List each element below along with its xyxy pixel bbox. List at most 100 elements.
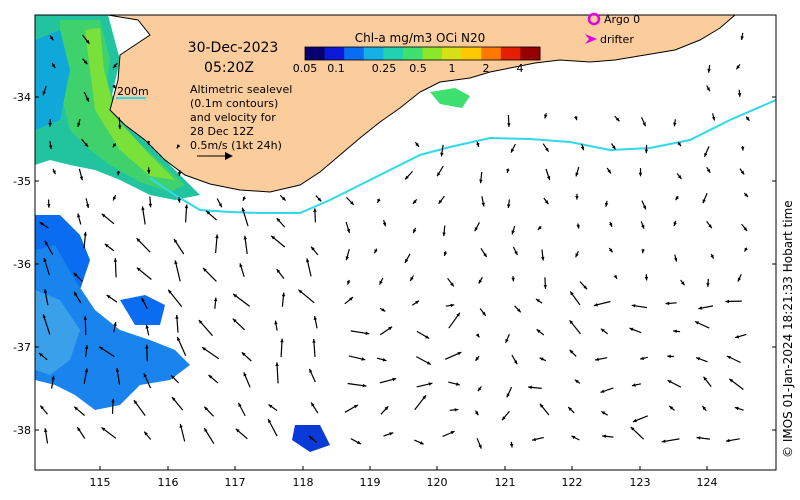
velocity-arrow-head	[425, 335, 430, 339]
x-tick-label: 118	[293, 476, 314, 489]
velocity-arrow-head	[438, 199, 443, 204]
colorbar-cells	[305, 47, 541, 60]
velocity-arrow-head	[569, 349, 574, 354]
velocity-arrow-head	[457, 352, 462, 356]
velocity-arrow-head	[638, 172, 643, 177]
velocity-arrow-head	[575, 253, 579, 258]
velocity-arrow-head	[544, 200, 549, 205]
velocity-arrow-head	[675, 196, 679, 201]
velocity-arrow-head	[84, 368, 89, 373]
y-tick-label: -37	[13, 341, 31, 354]
annotation-line-2: (0.1m contours)	[190, 97, 278, 110]
velocity-arrow-head	[309, 368, 313, 373]
velocity-arrow-head	[147, 170, 151, 174]
velocity-arrow-head	[136, 238, 141, 242]
velocity-arrow-head	[706, 87, 710, 92]
velocity-arrow-head	[405, 175, 409, 180]
velocity-arrow-head	[208, 375, 213, 379]
velocity-arrow-head	[313, 316, 317, 320]
velocity-arrow-head	[602, 434, 606, 438]
velocity-arrow-head	[44, 428, 48, 433]
colorbar-cell	[500, 47, 521, 60]
colorbar-tick-label: 1	[449, 62, 456, 75]
velocity-arrow-head	[48, 122, 52, 127]
velocity-arrow-head	[544, 114, 548, 119]
velocity-arrow-head	[49, 36, 54, 41]
x-tick-label: 116	[158, 476, 179, 489]
velocity-arrow-head	[729, 378, 734, 383]
velocity-arrow-head	[532, 437, 536, 442]
velocity-arrow-head	[42, 91, 46, 96]
colorbar-tick-label: 0.5	[409, 62, 427, 75]
x-tick-label: 121	[495, 476, 516, 489]
velocity-arrow-head	[178, 172, 182, 176]
velocity-arrow-head	[101, 213, 106, 218]
velocity-arrow-head	[673, 222, 677, 226]
velocity-arrow-head	[695, 321, 699, 325]
velocity-arrow-head	[745, 116, 750, 121]
velocity-arrow-head	[276, 269, 281, 273]
velocity-arrow-head	[740, 170, 745, 175]
velocity-arrow-head	[744, 247, 748, 252]
velocity-arrow-head	[613, 274, 618, 279]
velocity-arrow-head	[475, 333, 480, 338]
velocity-arrow-head	[203, 267, 207, 272]
velocity-arrow-head	[677, 142, 681, 147]
colorbar-cell	[344, 47, 365, 60]
velocity-arrow-head	[388, 326, 393, 331]
velocity-arrow-head	[506, 169, 510, 173]
velocity-arrow-head	[48, 145, 53, 149]
x-tick-label: 117	[225, 476, 246, 489]
velocity-arrow-head	[242, 196, 246, 201]
colorbar-cell	[461, 47, 482, 60]
scale-arrow	[197, 152, 233, 160]
velocity-arrow-head	[609, 222, 613, 227]
contour-200m	[149, 99, 777, 214]
velocity-arrow-head	[574, 116, 578, 121]
velocity-arrow-head	[576, 224, 580, 229]
velocity-arrow-head	[275, 362, 279, 366]
velocity-arrow-head	[511, 148, 515, 153]
velocity-arrow-head	[238, 402, 242, 407]
velocity-arrow-head	[673, 329, 677, 333]
time-label: 05:20Z	[204, 60, 254, 76]
velocity-arrow-head	[696, 357, 701, 361]
velocity-arrow-head	[317, 197, 322, 202]
velocity-arrow-head	[442, 232, 446, 237]
velocity-arrow-head	[711, 116, 716, 121]
velocity-arrow-head	[669, 406, 674, 410]
velocity-arrow-head	[174, 260, 178, 265]
velocity-arrow-head	[735, 335, 740, 339]
velocity-arrow-head	[546, 176, 551, 180]
velocity-arrow-head	[422, 395, 426, 400]
velocity-arrow-head	[482, 311, 486, 316]
y-tick-label: -36	[13, 258, 31, 271]
velocity-arrow-head	[437, 172, 441, 177]
contour-label: 200m	[117, 85, 149, 98]
velocity-arrow-head	[113, 258, 118, 262]
velocity-arrow-head	[118, 125, 122, 130]
velocity-arrow-head	[79, 176, 84, 181]
velocity-arrow-head	[218, 203, 222, 208]
velocity-arrow-head	[707, 68, 711, 73]
velocity-arrow-head	[377, 198, 381, 203]
velocity-arrow-head	[232, 318, 237, 323]
velocity-arrow-head	[513, 360, 518, 365]
velocity-arrow-head	[737, 277, 741, 282]
velocity-arrow-head	[600, 328, 605, 333]
annotation-line-1: Altimetric sealevel	[190, 83, 292, 96]
velocity-arrow-head	[483, 253, 487, 258]
velocity-arrow-head	[172, 397, 176, 401]
colorbar-tick-label: 0.25	[372, 62, 397, 75]
velocity-arrow-head	[133, 400, 138, 405]
velocity-arrow-head	[674, 257, 678, 262]
velocity-arrow-shaft	[167, 289, 183, 308]
velocity-arrow-head	[141, 206, 145, 211]
velocity-arrow-head	[113, 322, 117, 326]
velocity-arrow-head	[43, 289, 48, 293]
velocity-arrow-head	[615, 117, 620, 122]
velocity-arrow-head	[539, 357, 544, 361]
velocity-arrow-head	[74, 406, 79, 411]
velocity-arrow-head	[734, 406, 739, 411]
velocity-arrow-head	[111, 398, 115, 403]
